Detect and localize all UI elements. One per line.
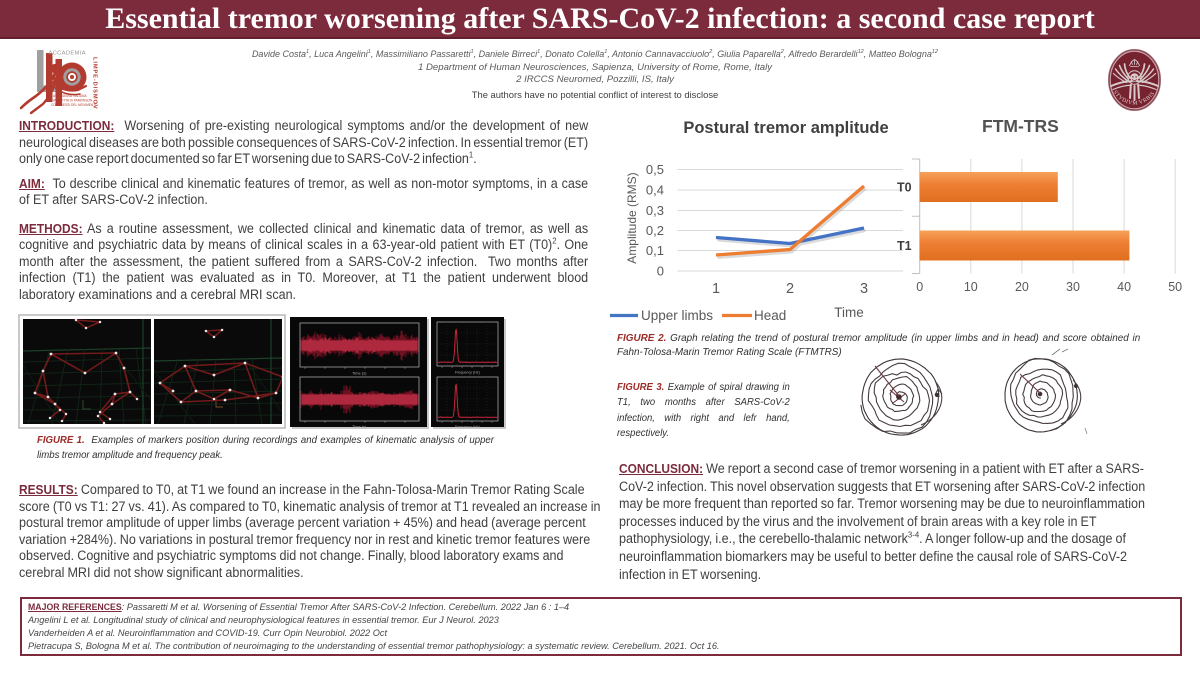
svg-text:Time (s): Time (s) xyxy=(352,371,367,376)
svg-text:Postural tremor amplitude: Postural tremor amplitude xyxy=(683,119,888,137)
svg-text:Upper limbs: Upper limbs xyxy=(641,308,713,323)
svg-text:0,4: 0,4 xyxy=(646,183,664,198)
svg-text:10: 10 xyxy=(964,280,978,294)
svg-text:Time: Time xyxy=(834,305,864,320)
svg-text:0,5: 0,5 xyxy=(646,162,664,177)
svg-text:T0: T0 xyxy=(897,181,912,195)
svg-text:50: 50 xyxy=(1168,280,1182,294)
svg-text:0,2: 0,2 xyxy=(646,223,664,238)
svg-text:1: 1 xyxy=(712,281,720,297)
svg-text:3: 3 xyxy=(860,281,868,297)
svg-text:20: 20 xyxy=(1015,280,1029,294)
svg-text:0,1: 0,1 xyxy=(646,243,664,258)
svg-text:T1: T1 xyxy=(897,239,912,253)
svg-text:0: 0 xyxy=(916,280,923,294)
svg-text:AVALOTTA DI PARKINSON: AVALOTTA DI PARKINSON xyxy=(53,99,93,103)
svg-text:CONGRESSI DEL MOVIMENTO: CONGRESSI DEL MOVIMENTO xyxy=(51,103,98,107)
svg-text:Frequency (Hz): Frequency (Hz) xyxy=(455,425,480,429)
svg-text:40: 40 xyxy=(1117,280,1131,294)
svg-text:LIMPE-DISMOV: LIMPE-DISMOV xyxy=(92,57,98,110)
svg-text:0,3: 0,3 xyxy=(646,203,664,218)
svg-text:Time (s): Time (s) xyxy=(352,424,367,429)
svg-text:ACCADEMIA: ACCADEMIA xyxy=(49,51,86,57)
svg-text:FTM-TRS: FTM-TRS xyxy=(982,116,1059,136)
svg-text:ACCADEMIA ITALIANA: ACCADEMIA ITALIANA xyxy=(53,94,87,98)
svg-text:30: 30 xyxy=(1066,280,1080,294)
svg-text:Amplitude (RMS): Amplitude (RMS) xyxy=(625,172,639,263)
svg-text:Head: Head xyxy=(754,308,786,323)
svg-text:Frequency (Hz): Frequency (Hz) xyxy=(455,371,480,375)
svg-text:0: 0 xyxy=(657,264,664,279)
svg-text:2: 2 xyxy=(786,281,794,297)
